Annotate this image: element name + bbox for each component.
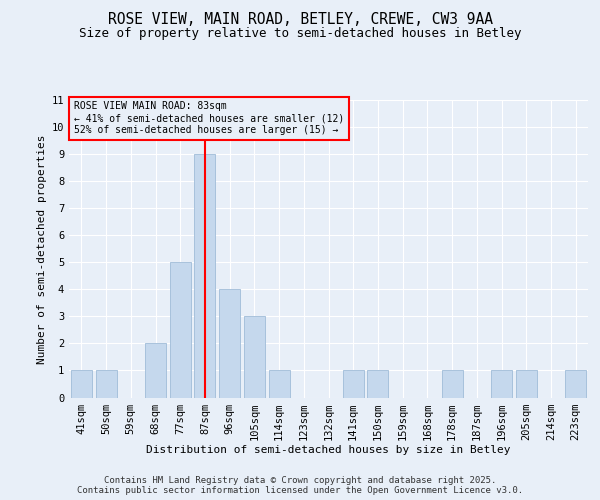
Text: Size of property relative to semi-detached houses in Betley: Size of property relative to semi-detach… (79, 28, 521, 40)
Bar (442, 370, 463, 398)
Bar (565, 370, 586, 398)
Bar (95, 370, 116, 398)
Text: ROSE VIEW, MAIN ROAD, BETLEY, CREWE, CW3 9AA: ROSE VIEW, MAIN ROAD, BETLEY, CREWE, CW3… (107, 12, 493, 28)
Bar (269, 370, 290, 398)
Bar (244, 316, 265, 398)
Bar (194, 154, 215, 398)
Text: Contains HM Land Registry data © Crown copyright and database right 2025.
Contai: Contains HM Land Registry data © Crown c… (77, 476, 523, 495)
Bar (343, 370, 364, 398)
Bar (516, 370, 537, 398)
Text: ROSE VIEW MAIN ROAD: 83sqm
← 41% of semi-detached houses are smaller (12)
52% of: ROSE VIEW MAIN ROAD: 83sqm ← 41% of semi… (74, 102, 344, 134)
Bar (145, 344, 166, 398)
X-axis label: Distribution of semi-detached houses by size in Betley: Distribution of semi-detached houses by … (146, 446, 511, 456)
Bar (491, 370, 512, 398)
Bar (219, 290, 240, 398)
Bar (170, 262, 191, 398)
Bar (71, 370, 92, 398)
Y-axis label: Number of semi-detached properties: Number of semi-detached properties (37, 134, 47, 364)
Bar (367, 370, 388, 398)
